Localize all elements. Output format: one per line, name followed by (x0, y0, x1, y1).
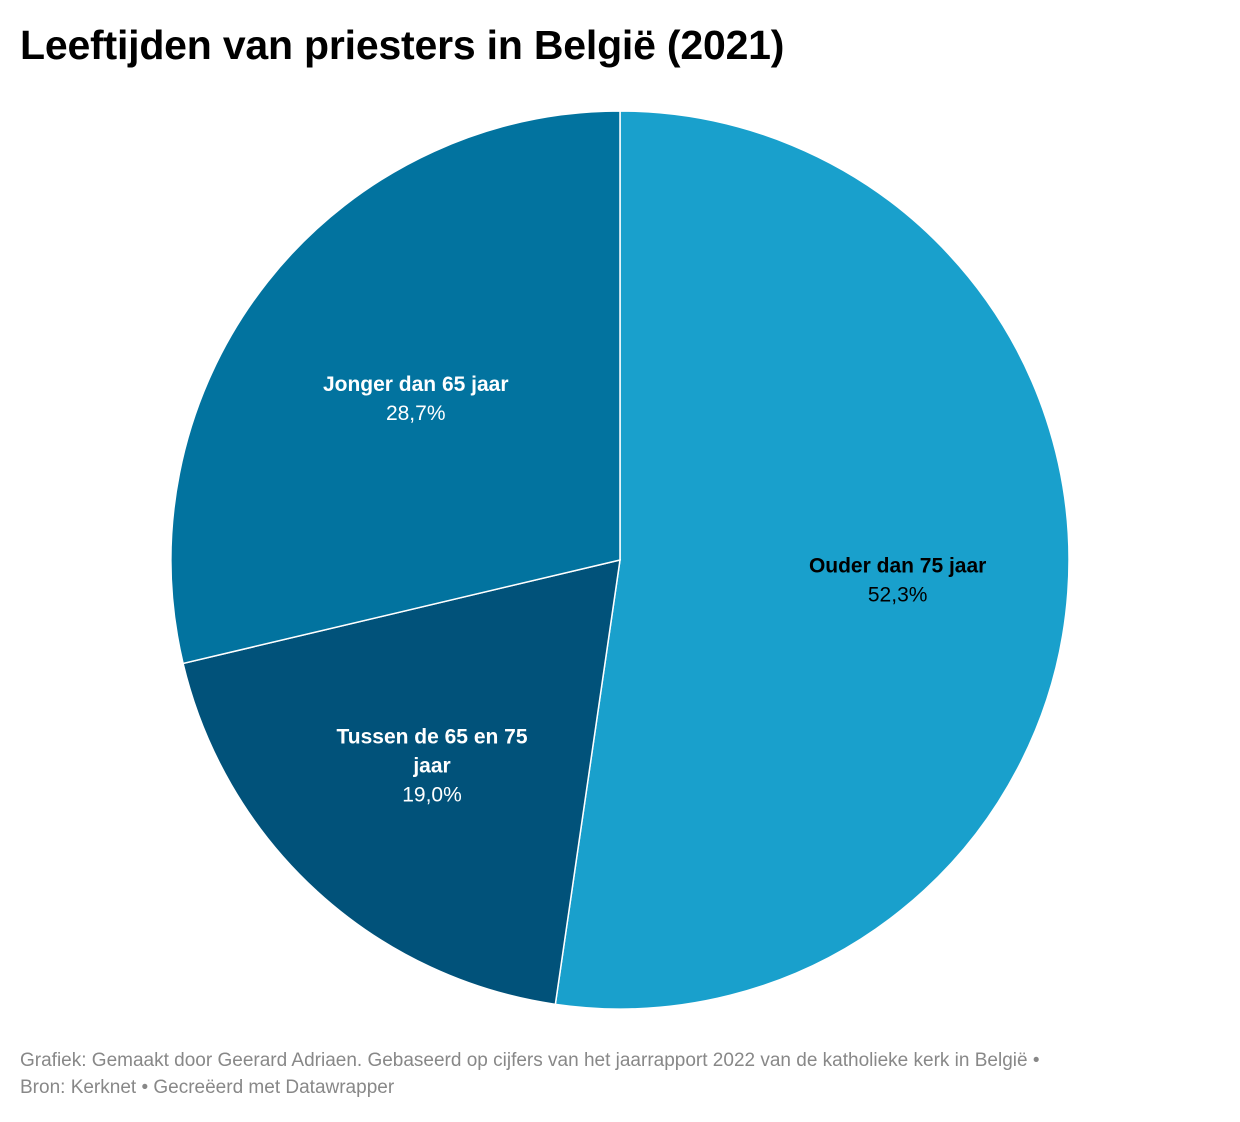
slice-category-label: Tussen de 65 en 75 (336, 725, 527, 748)
pie-slice-jonger-dan-65-jaar[interactable] (170, 110, 621, 665)
footer-source-line: Bron: Kerknet • Gecreëerd met Datawrappe… (20, 1077, 395, 1098)
footer-credit-line: Grafiek: Gemaakt door Geerard Adriaen. G… (20, 1050, 1040, 1071)
slice-value-label: 28,7% (386, 402, 446, 425)
slice-category-label: Jonger dan 65 jaar (323, 373, 509, 396)
pie-slice-tussen-de-65-en-75-jaar[interactable] (182, 559, 621, 1006)
slice-category-label: jaar (412, 754, 450, 777)
pie-labels: Ouder dan 75 jaar 52,3% Tussen de 65 en 75… (323, 373, 986, 806)
chart-title: Leeftijden van priesters in België (2021… (20, 22, 785, 68)
chart-footer: Grafiek: Gemaakt door Geerard Adriaen. G… (20, 1047, 1220, 1101)
slice-label-ouder-dan-75-jaar: Ouder dan 75 jaar 52,3% (809, 555, 986, 607)
slice-value-label: 52,3% (868, 584, 928, 607)
slice-label-tussen-de-65-en-75-jaar: Tussen de 65 en 75 jaar 19,0% (336, 725, 527, 806)
slice-category-label: Ouder dan 75 jaar (809, 555, 986, 578)
slice-value-label: 19,0% (402, 783, 462, 806)
pie-slices (170, 110, 1070, 1010)
pie-slice-ouder-dan-75-jaar[interactable] (554, 110, 1070, 1010)
slice-label-jonger-dan-65-jaar: Jonger dan 65 jaar 28,7% (323, 373, 509, 425)
